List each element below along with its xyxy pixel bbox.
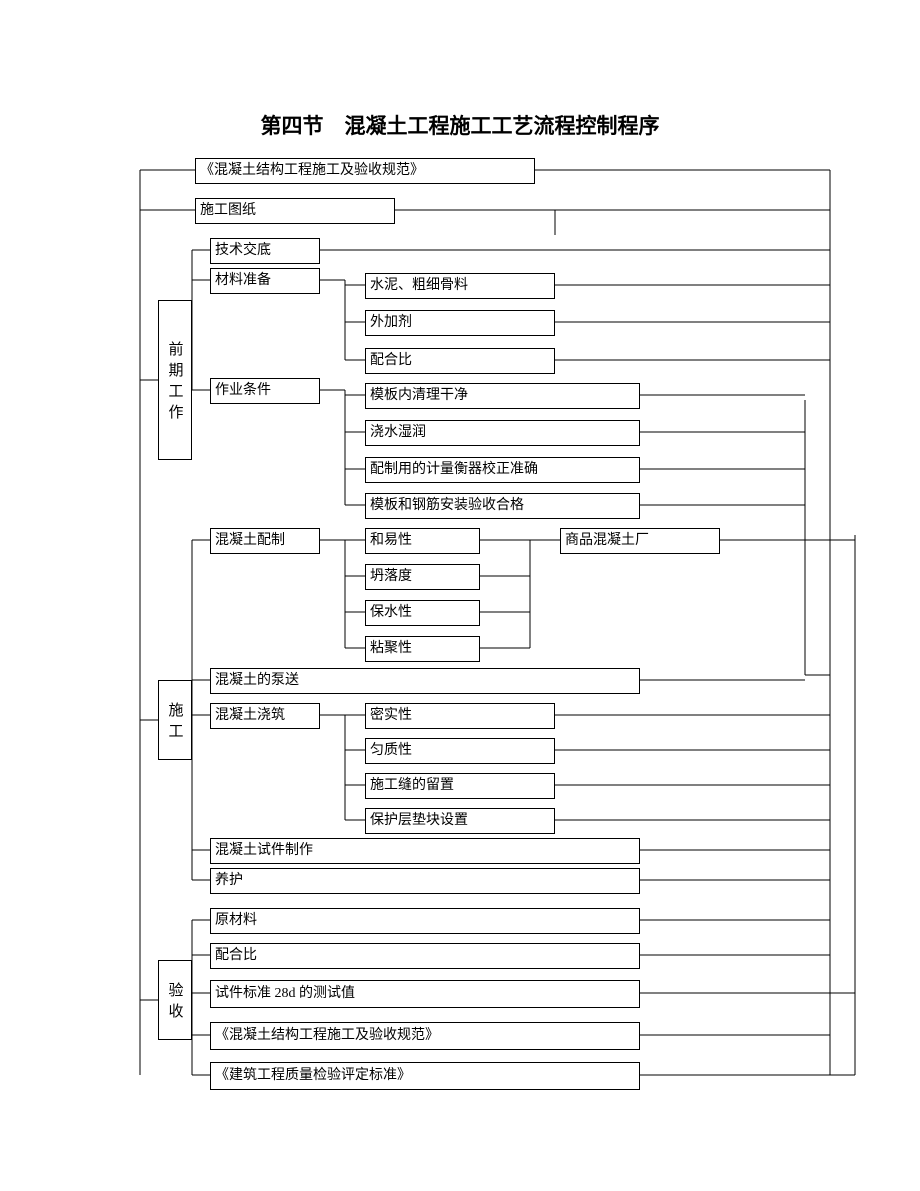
box-admixture: 外加剂 — [365, 310, 555, 336]
box-pour: 混凝土浇筑 — [210, 703, 320, 729]
phase-accept: 验收 — [158, 960, 192, 1040]
box-spec1: 《混凝土结构工程施工及验收规范》 — [210, 1022, 640, 1050]
box-density: 密实性 — [365, 703, 555, 729]
box-top-spec: 《混凝土结构工程施工及验收规范》 — [195, 158, 535, 184]
box-work-cond: 作业条件 — [210, 378, 320, 404]
box-plant: 商品混凝土厂 — [560, 528, 720, 554]
box-spec2: 《建筑工程质量检验评定标准》 — [210, 1062, 640, 1090]
box-cement: 水泥、粗细骨料 — [365, 273, 555, 299]
box-cond-clean: 模板内清理干净 — [365, 383, 640, 409]
box-28d: 试件标准 28d 的测试值 — [210, 980, 640, 1008]
box-pump: 混凝土的泵送 — [210, 668, 640, 694]
box-joint: 施工缝的留置 — [365, 773, 555, 799]
box-drawings: 施工图纸 — [195, 198, 395, 224]
box-cover: 保护层垫块设置 — [365, 808, 555, 834]
box-curing: 养护 — [210, 868, 640, 894]
box-cond-accept: 模板和钢筋安装验收合格 — [365, 493, 640, 519]
box-uniform: 匀质性 — [365, 738, 555, 764]
box-tech-disclosure: 技术交底 — [210, 238, 320, 264]
page-title: 第四节 混凝土工程施工工艺流程控制程序 — [200, 110, 720, 140]
box-mix-ratio: 配合比 — [365, 348, 555, 374]
box-cond-wet: 浇水湿润 — [365, 420, 640, 446]
box-ratio: 配合比 — [210, 943, 640, 969]
box-cond-calib: 配制用的计量衡器校正准确 — [365, 457, 640, 483]
box-mix: 混凝土配制 — [210, 528, 320, 554]
box-material-prep: 材料准备 — [210, 268, 320, 294]
box-workability: 和易性 — [365, 528, 480, 554]
box-slump: 坍落度 — [365, 564, 480, 590]
phase-construct: 施工 — [158, 680, 192, 760]
box-water-ret: 保水性 — [365, 600, 480, 626]
box-raw: 原材料 — [210, 908, 640, 934]
box-cohesion: 粘聚性 — [365, 636, 480, 662]
phase-prep: 前期工作 — [158, 300, 192, 460]
box-specimen: 混凝土试件制作 — [210, 838, 640, 864]
